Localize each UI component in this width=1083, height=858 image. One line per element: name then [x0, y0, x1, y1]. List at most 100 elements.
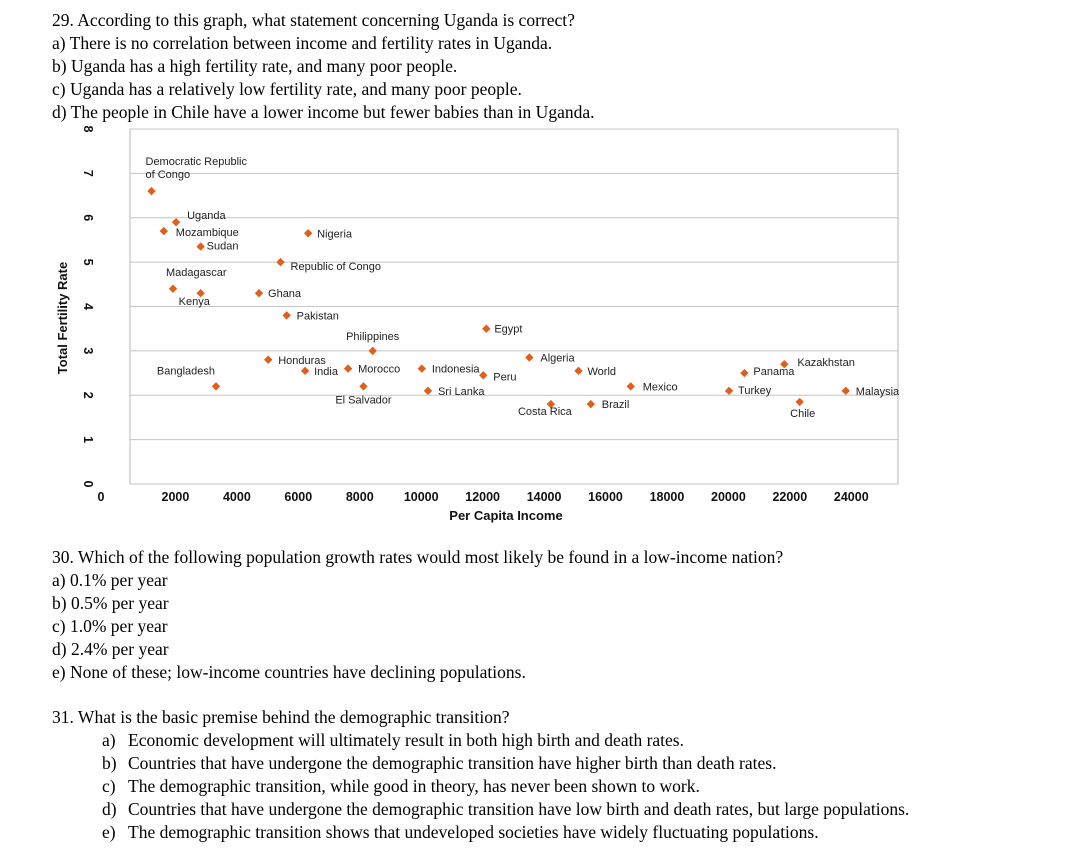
x-tick-label: 6000 [284, 490, 312, 504]
option-text: Countries that have undergone the demogr… [128, 799, 910, 819]
question-30-option-e: e) None of these; low-income countries h… [52, 662, 526, 682]
question-31-option-a: a) Economic development will ultimately r… [52, 729, 909, 752]
y-tick-label: 1 [81, 436, 95, 443]
question-31-text: 31. What is the basic premise behind the… [52, 707, 510, 727]
question-31-option-e: e) The demographic transition shows that … [52, 821, 909, 844]
data-point-marker [171, 217, 181, 227]
data-point-marker [525, 353, 534, 362]
option-letter: b) [102, 753, 117, 773]
option-letter: d) [102, 799, 117, 819]
question-29-option-c: c) Uganda has a relatively low fertility… [52, 79, 522, 99]
data-point-label: Philippines [346, 331, 400, 343]
data-point-label: Brazil [602, 399, 630, 411]
data-point-marker [147, 186, 156, 196]
y-tick-label: 3 [81, 347, 95, 354]
y-tick-label: 7 [81, 170, 95, 177]
data-point-label: Sri Lanka [438, 386, 485, 398]
y-tick-label: 2 [81, 392, 95, 399]
chart-grid [129, 128, 899, 485]
data-point-label: Algeria [540, 353, 575, 365]
data-point-label: Costa Rica [518, 406, 573, 418]
option-text: The demographic transition shows that un… [128, 822, 819, 842]
option-letter: a) [102, 730, 116, 750]
y-tick-label: 6 [81, 214, 95, 221]
y-tick-label: 5 [81, 259, 95, 266]
data-point-label: India [314, 366, 339, 378]
data-point-label: Kazakhstan [797, 357, 854, 369]
data-point-label: Madagascar [166, 267, 227, 279]
data-point-marker [841, 386, 850, 396]
data-point-label: Nigeria [317, 228, 353, 240]
chart-ticks: 0 1 2 3 4 5 6 7 8 0 2000 4000 6000 8000 10000 12000 1400… [81, 126, 869, 504]
data-point-marker [780, 359, 789, 369]
data-point-label: Bangladesh [157, 365, 215, 377]
data-point-label: Kenya [179, 296, 211, 308]
data-point-marker [196, 288, 205, 298]
fertility-income-scatter-chart: 0 1 2 3 4 5 6 7 8 0 2000 4000 6000 8000 10000 12000 1400… [55, 126, 901, 523]
question-31-option-c: c) The demographic transition, while good… [52, 775, 909, 798]
option-text: The demographic transition, while good i… [128, 776, 700, 796]
x-tick-label: 12000 [465, 490, 500, 504]
x-tick-label: 16000 [588, 490, 623, 504]
question-31-option-b: b) Countries that have undergone the demo… [52, 752, 909, 775]
data-point-marker [211, 382, 221, 391]
data-point-marker [359, 382, 368, 391]
data-point-marker [574, 366, 583, 376]
data-point-marker [264, 355, 273, 364]
question-29-option-b: b) Uganda has a high fertility rate, and… [52, 56, 458, 76]
chart-points: Democratic Republic of Congo Uganda Mozambi… [146, 156, 901, 420]
data-point-marker [423, 386, 433, 396]
question-30-option-b: b) 0.5% per year [52, 593, 169, 613]
data-point-label: Republic of Congo [291, 261, 382, 273]
data-point-marker [168, 284, 178, 293]
x-tick-label: 14000 [527, 490, 562, 504]
data-point-marker [303, 229, 313, 238]
data-point-label: Democratic Republic of Congo [146, 156, 248, 181]
data-point-label: Peru [493, 371, 516, 383]
data-point-label: El Salvador [335, 394, 392, 406]
question-31: 31. What is the basic premise behind the… [52, 706, 909, 844]
data-point-label: Pakistan [297, 310, 339, 322]
data-point-label: Uganda [187, 210, 226, 222]
data-point-marker [276, 257, 285, 267]
x-tick-label: 22000 [772, 490, 807, 504]
question-29-text: 29. According to this graph, what statem… [52, 10, 575, 30]
question-30: 30. Which of the following population gr… [52, 546, 783, 684]
data-point-label: Mozambique [176, 227, 239, 239]
y-tick-label: 0 [81, 481, 95, 488]
option-text: Economic development will ultimately res… [128, 730, 684, 750]
data-point-marker [417, 364, 427, 373]
data-point-label: Sudan [207, 241, 239, 253]
question-30-option-a: a) 0.1% per year [52, 570, 168, 590]
question-30-text: 30. Which of the following population gr… [52, 547, 784, 567]
data-point-label: Chile [790, 408, 815, 420]
option-text: Countries that have undergone the demogr… [128, 753, 777, 773]
data-point-marker [159, 226, 168, 236]
question-30-option-c: c) 1.0% per year [52, 616, 168, 636]
option-letter: e) [102, 822, 116, 842]
x-tick-label: 4000 [223, 490, 251, 504]
question-30-option-d: d) 2.4% per year [52, 639, 169, 659]
y-tick-label: 4 [81, 303, 95, 310]
data-point-marker [482, 324, 491, 333]
x-tick-label: 2000 [162, 490, 190, 504]
data-point-label: Indonesia [432, 364, 481, 376]
data-point-marker [740, 368, 749, 378]
data-point-marker [546, 399, 556, 409]
data-point-marker [343, 364, 353, 373]
x-tick-label: 0 [98, 490, 105, 504]
x-tick-label: 8000 [346, 490, 374, 504]
data-point-marker [196, 242, 205, 251]
data-point-label: Mexico [643, 381, 678, 393]
data-point-label: Malaysia [856, 386, 900, 398]
data-point-label: Morocco [358, 364, 400, 376]
data-point-marker [586, 399, 595, 409]
question-29: 29. According to this graph, what statem… [52, 9, 594, 124]
x-tick-label: 24000 [834, 490, 869, 504]
data-point-label: Panama [753, 366, 795, 378]
data-point-label: Turkey [738, 385, 772, 397]
x-tick-label: 10000 [404, 490, 439, 504]
question-29-option-d: d) The people in Chile have a lower inco… [52, 102, 595, 122]
question-31-option-d: d) Countries that have undergone the demo… [52, 798, 909, 821]
data-point-label: Ghana [268, 288, 302, 300]
